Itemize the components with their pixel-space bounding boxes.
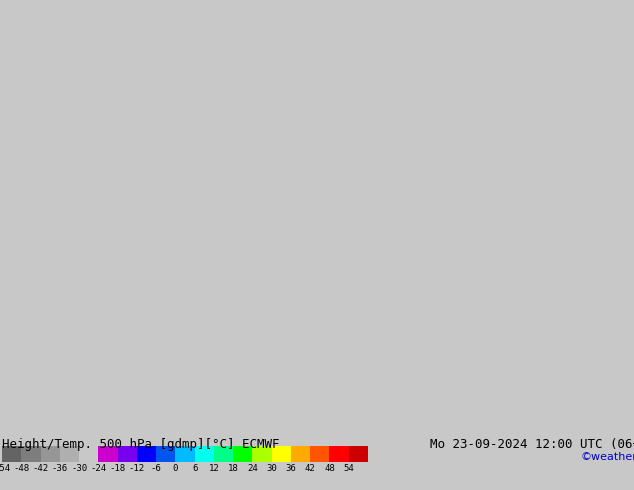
Text: -30: -30 [71,464,87,473]
Text: 30: 30 [266,464,277,473]
Bar [330,446,349,462]
Bar [233,446,252,462]
Bar [98,446,117,462]
Text: -54: -54 [0,464,10,473]
Bar [22,446,41,462]
Text: -42: -42 [32,464,49,473]
Bar [41,446,60,462]
Bar [272,446,291,462]
Text: 6: 6 [192,464,197,473]
Bar [137,446,156,462]
Bar [2,446,22,462]
Text: 48: 48 [324,464,335,473]
Text: -24: -24 [90,464,107,473]
Text: Height/Temp. 500 hPa [gdmp][°C] ECMWF: Height/Temp. 500 hPa [gdmp][°C] ECMWF [2,438,280,451]
Bar [291,446,310,462]
Bar [195,446,214,462]
Text: -36: -36 [52,464,68,473]
Text: -48: -48 [13,464,29,473]
Text: ©weatheronline.co.uk: ©weatheronline.co.uk [580,452,634,462]
Bar [214,446,233,462]
Bar [176,446,195,462]
Bar [117,446,137,462]
Text: 36: 36 [285,464,296,473]
Text: 12: 12 [209,464,219,473]
Text: 0: 0 [172,464,178,473]
Text: 42: 42 [305,464,316,473]
Text: Mo 23-09-2024 12:00 UTC (06+30): Mo 23-09-2024 12:00 UTC (06+30) [430,438,634,451]
Bar [310,446,330,462]
Text: -12: -12 [129,464,145,473]
Text: 18: 18 [228,464,238,473]
Bar [252,446,272,462]
Bar [60,446,79,462]
Bar [349,446,368,462]
Text: 54: 54 [344,464,354,473]
Bar [79,446,98,462]
Text: 24: 24 [247,464,258,473]
Text: -18: -18 [110,464,126,473]
Bar [156,446,176,462]
Text: -6: -6 [151,464,162,473]
